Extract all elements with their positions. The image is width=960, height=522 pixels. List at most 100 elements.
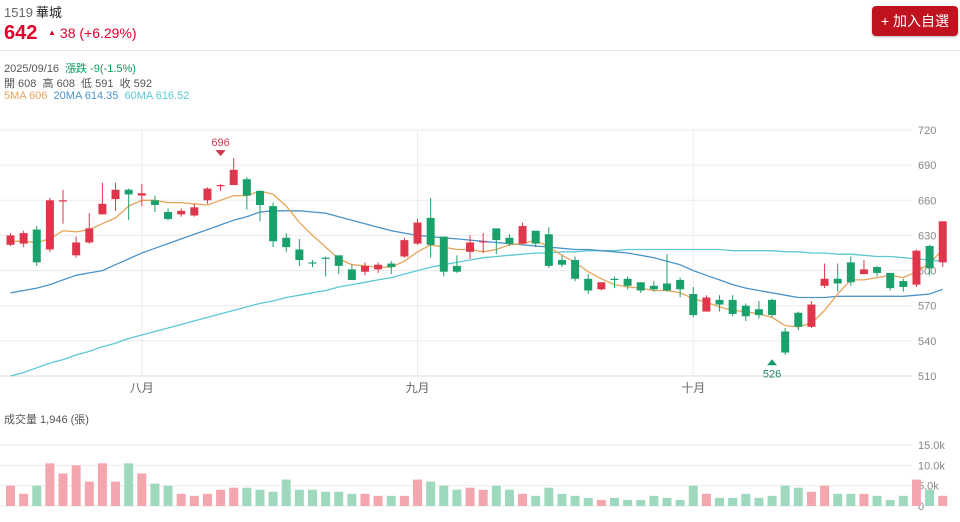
candle-body <box>85 228 94 243</box>
candle-body <box>518 226 527 244</box>
volume-bar <box>32 485 42 506</box>
low-marker-icon <box>767 359 778 366</box>
x-tick-label: 十月 <box>681 381 705 395</box>
volume-bar <box>163 485 173 506</box>
candle-body <box>544 234 553 266</box>
x-tick-label: 八月 <box>130 381 154 395</box>
candle-body <box>663 283 671 291</box>
volume-bar <box>84 481 94 506</box>
candle-body <box>177 210 186 215</box>
info-ohlc: 開 608 高 608 低 591 收 592 <box>4 78 152 90</box>
candle-body <box>925 245 934 269</box>
candle-body <box>754 309 763 316</box>
volume-bar <box>229 487 239 506</box>
volume-y-tick-label: 5.0k <box>918 481 939 493</box>
candle-body <box>702 297 711 312</box>
volume-bar <box>872 495 882 506</box>
volume-bar <box>373 495 383 506</box>
volume-bar <box>268 491 278 506</box>
volume-y-tick-label: 10.0k <box>918 460 945 472</box>
y-tick-label: 660 <box>918 195 936 207</box>
info-date: 2025/09/16 <box>4 63 60 75</box>
candle-body <box>32 229 41 263</box>
volume-bar <box>859 493 869 506</box>
candle-body <box>466 242 475 252</box>
candle-body <box>912 250 921 285</box>
candle-body <box>190 207 199 216</box>
candle-body <box>295 249 304 261</box>
candle-body <box>6 235 15 245</box>
candle-body <box>938 221 947 263</box>
info-date-line: 2025/09/16 漲跌 -9(-1.5%) <box>4 60 136 76</box>
volume-bar <box>925 489 935 506</box>
volume-bar <box>518 493 528 506</box>
volume-bar <box>413 479 423 506</box>
candle-body <box>387 263 396 268</box>
volume-bar <box>649 495 659 506</box>
volume-bar <box>609 497 619 506</box>
candle-body <box>111 189 120 200</box>
candle-body <box>728 299 737 314</box>
candle-body <box>374 264 383 270</box>
candle-body <box>807 304 816 327</box>
candle-body <box>334 255 343 266</box>
candle-body <box>623 278 632 286</box>
volume-bar <box>820 485 830 506</box>
candle-body <box>689 294 698 316</box>
add-to-watchlist-button[interactable]: + 加入自選 <box>872 6 958 36</box>
volume-bar <box>688 485 698 506</box>
candle-body <box>269 206 278 242</box>
volume-bar <box>583 497 593 506</box>
candle-body <box>229 169 238 186</box>
candle-body <box>479 241 488 243</box>
volume-chart[interactable]: 0 5.0k 10.0k 15.0k <box>0 438 960 518</box>
volume-bar <box>360 493 370 506</box>
volume-bar <box>111 481 121 506</box>
ma5-label: 5MA 606 <box>4 90 48 102</box>
volume-bar <box>675 499 685 506</box>
candle-body <box>649 285 658 290</box>
volume-bar <box>491 485 501 506</box>
volume-bar <box>347 493 357 506</box>
candle-body <box>308 262 317 264</box>
candle-body <box>610 278 619 280</box>
volume-bar <box>202 493 212 506</box>
volume-bar <box>242 487 252 506</box>
volume-bar <box>596 499 606 506</box>
volume-bar <box>124 463 134 506</box>
candle-body <box>597 282 606 290</box>
y-tick-label: 540 <box>918 336 936 348</box>
price-change: ▲ 38 (+6.29%) <box>48 25 137 41</box>
volume-bar <box>426 481 436 506</box>
volume-bar <box>307 489 317 506</box>
candle-body <box>347 269 356 280</box>
volume-bar <box>176 493 186 506</box>
volume-bar <box>321 491 331 506</box>
up-triangle-icon: ▲ <box>48 28 56 37</box>
volume-bar <box>662 497 672 506</box>
candle-body <box>859 269 868 275</box>
candle-body <box>124 189 133 195</box>
candle-body <box>361 265 370 272</box>
stock-code-line: 1519 華城 <box>4 2 62 21</box>
y-tick-label: 510 <box>918 371 936 383</box>
candle-body <box>531 230 540 244</box>
candle-body <box>781 331 790 353</box>
ma60-line <box>10 248 943 377</box>
candle-body <box>636 282 645 291</box>
volume-bar <box>623 499 633 506</box>
candle-body <box>150 200 159 205</box>
candle-body <box>59 200 68 202</box>
candle-body <box>557 260 566 265</box>
candle-body <box>452 265 461 272</box>
volume-bar <box>833 493 843 506</box>
volume-bar <box>741 493 751 506</box>
candle-body <box>794 312 803 327</box>
volume-bar <box>478 489 488 506</box>
candle-body <box>72 242 81 256</box>
volume-bar <box>216 489 226 506</box>
candle-body <box>846 262 855 283</box>
volume-bar <box>531 495 541 506</box>
candle-body <box>899 281 908 287</box>
